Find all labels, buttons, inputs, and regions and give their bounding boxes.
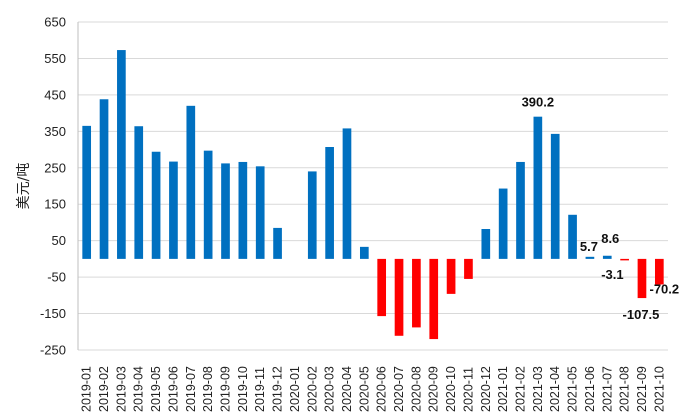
data-label: 5.7 [580,239,598,254]
bar [637,258,647,299]
x-tick-label: 2019-03 [114,366,128,412]
y-tick-label: -50 [47,270,66,285]
x-tick-label: 2019-07 [184,366,198,412]
bar [533,116,543,259]
x-tick-label: 2020-08 [409,366,423,412]
bar [203,150,213,259]
gridlines [77,21,668,351]
bar [255,166,265,259]
bar [429,258,439,340]
x-tick-label: 2021-02 [514,366,528,412]
bar [550,133,560,259]
bar [273,227,282,259]
x-tick-label: 2019-01 [80,366,94,412]
bar [238,161,248,259]
x-tick-label: 2021-05 [566,366,580,412]
x-tick-label: 2020-10 [444,366,458,412]
bar [186,105,196,259]
bar [342,128,352,259]
x-tick-label: 2019-10 [236,366,250,412]
x-tick-label: 2020-11 [461,367,475,412]
bar [585,256,595,259]
x-tick-label: 2019-06 [166,366,180,412]
x-tick-label: 2019-04 [132,366,146,412]
y-tick-label: 550 [44,51,66,66]
data-label: -3.1 [601,267,623,282]
bar [412,258,421,328]
bar [117,50,126,259]
x-tick-label: 2020-02 [305,366,319,412]
bar [464,258,473,279]
x-tick-label: 2020-04 [340,366,354,412]
bar [307,171,317,259]
bar [568,214,577,259]
y-tick-label: 450 [44,87,66,102]
x-tick-label: 2020-01 [288,366,302,412]
bar [377,258,387,317]
y-tick-label: -150 [40,306,66,321]
x-tick-label: 2020-03 [323,366,337,412]
y-tick-label: 650 [44,15,66,30]
x-tick-label: 2021-06 [583,366,597,412]
x-tick-label: 2019-09 [219,366,233,412]
x-tick-label: 2021-04 [548,366,562,412]
bar [516,161,525,259]
data-label: 8.6 [601,231,619,246]
bar [151,151,161,259]
y-tick-label: 350 [44,124,66,139]
y-tick-label: 50 [52,233,66,248]
bar [359,246,369,259]
bar [99,99,109,259]
x-tick-label: 2019-05 [149,366,163,412]
x-tick-label: 2020-12 [479,366,493,412]
y-axis-ticks: 650 550 450 350 250 150 50 -50 -150 -250 [40,15,66,358]
bar [169,161,178,259]
x-tick-label: 2021-03 [531,366,545,412]
bars [82,50,664,340]
data-label: 390.2 [522,95,555,110]
y-axis-title: 美元/吨 [16,163,32,210]
y-tick-label: -250 [40,343,66,358]
y-tick-label: 150 [44,197,66,212]
x-tick-label: 2021-01 [496,366,510,412]
x-tick-label: 2021-10 [652,366,666,412]
x-tick-label: 2019-08 [201,366,215,412]
bar [620,258,629,261]
bar [134,126,144,259]
data-label: -107.5 [623,307,660,322]
x-tick-label: 2020-05 [357,366,371,412]
bar [394,258,404,336]
x-tick-label: 2019-02 [97,366,111,412]
x-tick-label: 2020-09 [427,366,441,412]
bar [602,255,612,259]
bar [221,163,230,259]
x-tick-label: 2020-06 [375,366,389,412]
bar [654,258,664,285]
x-tick-label: 2021-07 [600,366,614,412]
x-axis-ticks: 2019-01 2019-02 2019-03 2019-04 2019-05 2019-… [80,366,667,412]
x-tick-label: 2021-09 [635,366,649,412]
bar [82,125,92,259]
bar [481,229,491,259]
x-tick-label: 2019-12 [271,366,285,412]
x-tick-label: 2021-08 [618,366,632,412]
x-tick-label: 2020-07 [392,366,406,412]
bar [325,147,334,259]
data-labels: 390.2 5.78.6 -3.1 -107.5 -70.2 [522,95,680,322]
data-label: -70.2 [650,281,680,296]
bar [498,188,508,259]
x-tick-label: 2019-11 [253,367,267,412]
bar [446,258,456,294]
y-tick-label: 250 [44,160,66,175]
